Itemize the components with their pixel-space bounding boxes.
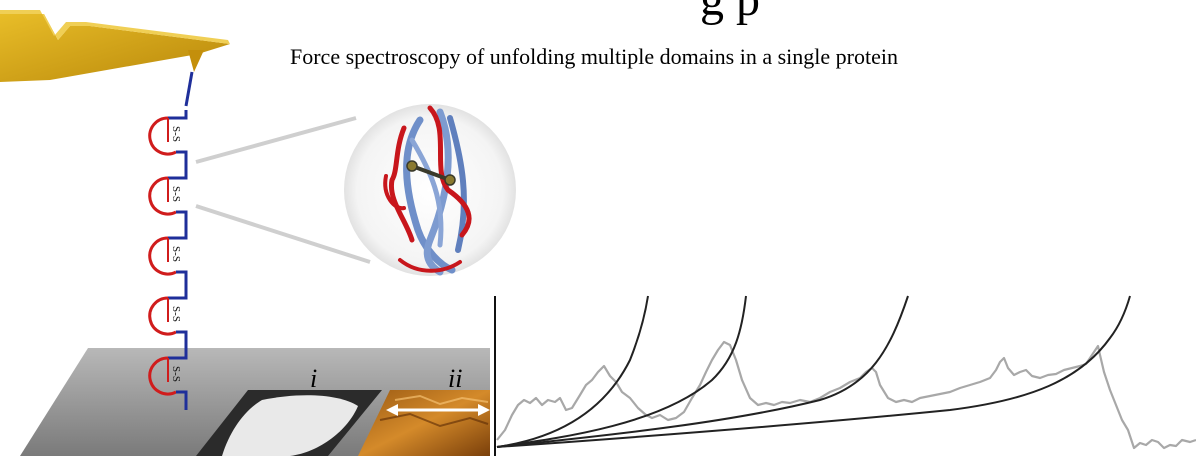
zoom-connector-top [195,116,357,164]
wlc-fit-curve-2 [496,295,747,448]
force-trace-panel [494,295,1196,456]
disulfide-bond-label: S-S [170,366,182,382]
zoom-connector-bottom [195,204,371,264]
scale-arrow [386,404,490,416]
cantilever-tip [0,10,230,82]
wlc-fit-curve-4 [496,295,1131,448]
inset-i-particle [222,395,358,456]
figure-caption: Force spectroscopy of unfolding multiple… [290,44,898,69]
wlc-fit-curve-3 [496,295,909,448]
figure-title-fragment: g p [700,0,760,27]
protein-domain: S-S [148,170,188,230]
disulfide-bond-label: S-S [170,246,182,262]
disulfide-bond-label: S-S [170,126,182,142]
panel-label-i: i [310,364,318,393]
inset-ii-afm [358,390,490,456]
panel-label-ii: ii [448,364,463,393]
polyprotein-chain: S-S S-S S-S S-S S-S [148,71,194,410]
disulfide-bond-label: S-S [170,306,182,322]
disulfide-bond-label: S-S [170,186,182,202]
protein-domain: S-S [148,290,188,350]
protein-domain: S-S [148,350,188,410]
zoom-circle [344,104,516,276]
force-trace [496,340,1196,450]
protein-ribbon-structure [383,105,472,276]
protein-domain: S-S [148,110,188,170]
protein-domain: S-S [148,230,188,290]
wlc-fit-curve-1 [496,295,649,448]
